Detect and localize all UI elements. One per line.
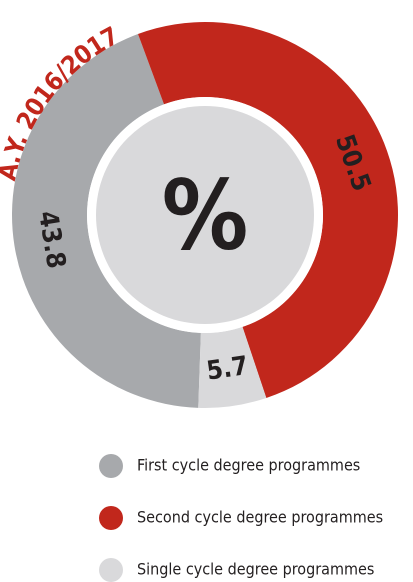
donut-segment (12, 34, 201, 408)
center-label: % (162, 159, 249, 271)
inner-disc (96, 106, 314, 324)
legend-swatch (99, 558, 123, 582)
legend-label: Second cycle degree programmes (137, 508, 383, 527)
donut-segment (198, 326, 267, 408)
legend-swatch (99, 506, 123, 530)
legend-swatch (99, 454, 123, 478)
legend-label: Single cycle degree programmes (137, 560, 374, 579)
value-label: 5.7 (205, 351, 250, 387)
legend-label: First cycle degree programmes (137, 456, 360, 475)
donut-segment (137, 22, 398, 399)
